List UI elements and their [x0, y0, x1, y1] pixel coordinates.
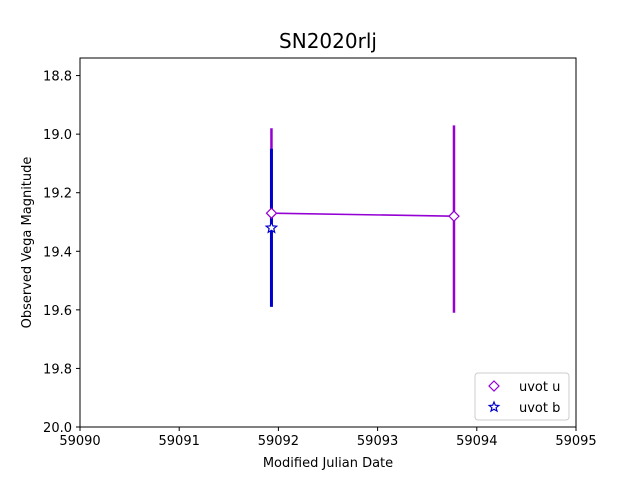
x-tick-label: 59093	[357, 434, 398, 449]
legend: uvot u uvot b	[474, 372, 570, 421]
y-tick-label: 19.8	[43, 362, 72, 377]
legend-label-uvot-u: uvot u	[519, 380, 560, 395]
legend-label-uvot-b: uvot b	[519, 401, 560, 416]
legend-marker-uvot-b	[487, 400, 501, 413]
y-tick-label: 19.0	[43, 128, 72, 143]
y-tick-label: 19.2	[43, 187, 72, 202]
x-tick-label: 59095	[555, 434, 596, 449]
x-tick-label: 59090	[59, 434, 100, 449]
x-axis-label: Modified Julian Date	[263, 456, 393, 471]
y-axis-label: Observed Vega Magnitude	[20, 157, 35, 329]
plot-area-frame	[79, 57, 577, 428]
x-tick-label: 59094	[456, 434, 497, 449]
y-tick-label: 19.4	[43, 245, 72, 260]
x-tick-label: 59091	[159, 434, 200, 449]
plot-marks	[264, 125, 460, 313]
data-point-uvot-b	[264, 220, 279, 234]
y-tick-label: 19.6	[43, 304, 72, 319]
legend-marker-uvot-u	[488, 380, 500, 392]
y-tick-label: 20.0	[43, 421, 72, 436]
x-tick-label: 59092	[258, 434, 299, 449]
chart-title: SN2020rlj	[279, 29, 377, 53]
x-axis: 59090 59091 59092 59093 59094 59095	[59, 427, 597, 449]
series-line-uvot-u	[271, 212, 454, 217]
y-tick-label: 18.8	[43, 70, 72, 85]
data-point-uvot-u	[448, 210, 460, 222]
data-point-uvot-u	[265, 207, 278, 220]
y-axis: 18.8 19.0 19.2 19.4 19.6 19.8 20.0	[43, 70, 80, 436]
